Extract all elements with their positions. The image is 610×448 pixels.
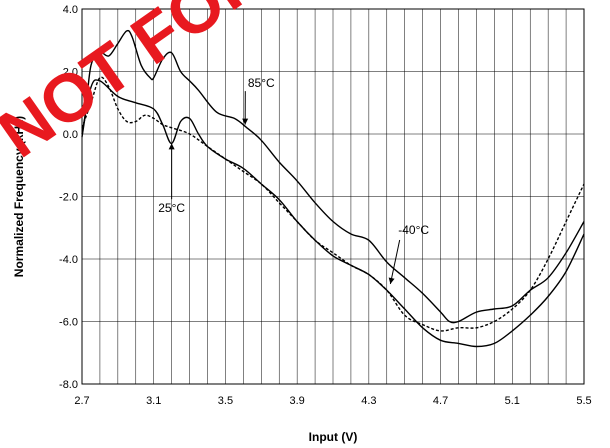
x-tick-label: 3.5 xyxy=(218,395,233,407)
y-tick-label: 0.0 xyxy=(63,129,78,141)
y-tick-label: 4.0 xyxy=(63,4,78,16)
series-layer xyxy=(81,29,585,348)
plot-frame xyxy=(81,8,585,385)
annotation-arrow xyxy=(389,239,401,285)
gridlines xyxy=(82,9,584,384)
watermark: NOT FOR NEW DESIGNS xyxy=(0,0,610,172)
y-tick-label: 2.0 xyxy=(63,67,78,79)
x-tick-label: 5.1 xyxy=(505,395,520,407)
series-line-0 xyxy=(81,29,585,324)
annotation-label: 85°C xyxy=(248,76,275,90)
annotations: 85°C 25°C -40°C xyxy=(158,76,429,285)
x-tick-label: 5.5 xyxy=(576,395,591,407)
x-tick-label: 4.7 xyxy=(433,395,448,407)
y-tick-labels: 4.0 2.0 0.0 -2.0 -4.0 -6.0 -8.0 xyxy=(59,4,78,391)
plot-border xyxy=(81,8,585,385)
annotation-label: -40°C xyxy=(398,223,429,237)
x-axis-title: Input (V) xyxy=(309,430,358,444)
series-line-2 xyxy=(81,76,585,332)
y-tick-label: -8.0 xyxy=(59,379,78,391)
x-tick-label: 3.1 xyxy=(146,395,161,407)
annotation-arrowhead xyxy=(388,277,395,284)
annotation-label: 25°C xyxy=(158,201,185,215)
y-axis-title: Normalized Frequency (kHz) xyxy=(12,116,26,277)
x-tick-label: 3.9 xyxy=(289,395,304,407)
watermark-text: NOT FOR NEW DESIGNS xyxy=(0,0,610,172)
annotation-arrowhead xyxy=(242,118,249,125)
y-tick-label: -6.0 xyxy=(59,317,78,329)
x-tick-label: 2.7 xyxy=(74,395,89,407)
y-tick-label: -2.0 xyxy=(59,192,78,204)
x-tick-labels: 2.7 3.1 3.5 3.9 4.3 4.7 5.1 5.5 xyxy=(74,395,591,407)
y-tick-label: -4.0 xyxy=(59,254,78,266)
annotation-arrowhead xyxy=(168,143,175,150)
x-tick-label: 4.3 xyxy=(361,395,376,407)
